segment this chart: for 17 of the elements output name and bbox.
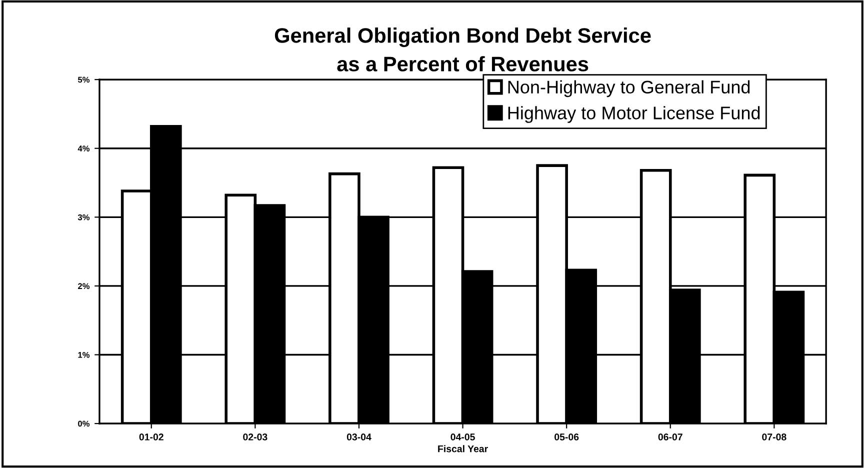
x-tick-label: 03-04 [346,434,372,440]
x-tick-label: 01-02 [139,434,164,440]
legend-label: Non-Highway to General Fund [508,80,750,98]
x-axis-title: Fiscal Year [438,445,488,452]
y-tick-label: 1% [78,352,90,358]
chart-title: General Obligation Bond Debt Service as a Percent of Revenues [274,28,651,72]
y-tick-label: 5% [78,76,90,83]
x-tick-label: 06-07 [658,434,682,440]
x-tick-label: 05-06 [554,434,579,440]
x-tick-label: 04-05 [450,434,475,440]
y-tick-label: 0% [78,420,90,427]
y-tick-label: 4% [78,146,90,152]
legend-label: Highway to Motor License Fund [508,106,760,123]
y-tick-label: 3% [78,214,90,220]
x-tick-label: 07-08 [762,434,786,440]
y-tick-label: 2% [78,283,90,290]
x-tick-label: 02-03 [243,434,268,440]
